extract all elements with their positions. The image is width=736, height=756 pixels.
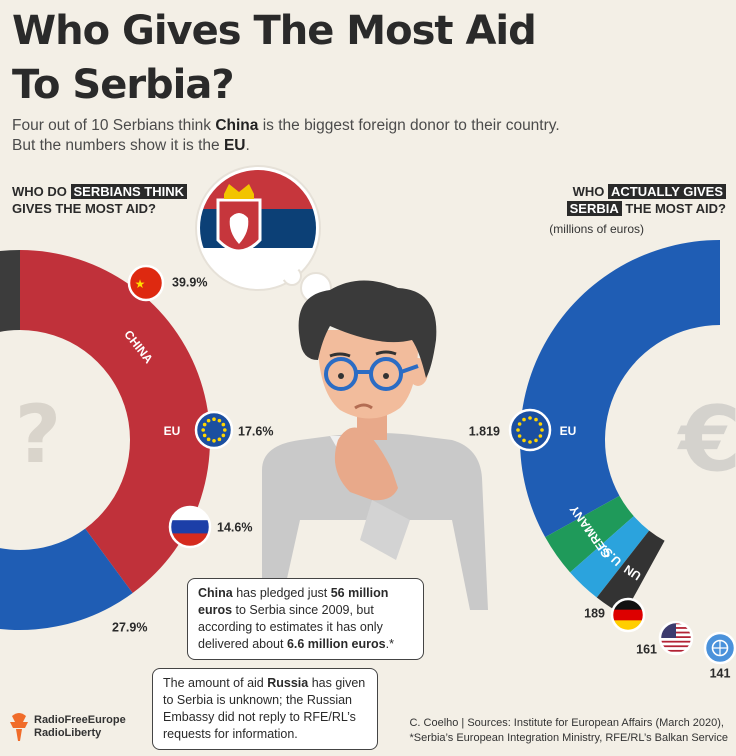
source-credit: C. Coelho | Sources: Institute for Europ… bbox=[409, 717, 728, 744]
china-flag-icon: ★ bbox=[127, 264, 165, 302]
un-logo-icon bbox=[703, 631, 736, 665]
slice-eu bbox=[0, 528, 133, 630]
thinking-man-illustration bbox=[262, 280, 488, 610]
right-donut: € bbox=[520, 240, 736, 616]
value-label-china: 39.9% bbox=[172, 275, 207, 289]
left-chart-heading: WHO DO SERBIANS THINK GIVES THE MOST AID… bbox=[12, 183, 188, 217]
rferl-logo: RadioFreeEurope RadioLiberty bbox=[8, 712, 126, 742]
slice-u-s bbox=[570, 516, 650, 598]
left-donut: ? bbox=[0, 250, 210, 630]
slice-china bbox=[20, 250, 210, 594]
slice-others bbox=[0, 250, 20, 332]
value-label-others: 27.9% bbox=[112, 620, 147, 634]
slice-eu bbox=[520, 240, 720, 538]
svg-text:★: ★ bbox=[135, 277, 146, 291]
right-chart-heading: WHO ACTUALLY GIVES SERBIA THE MOST AID? bbox=[566, 183, 726, 217]
torch-icon bbox=[10, 713, 28, 741]
eu-flag-icon-right bbox=[508, 408, 552, 452]
china-note: China has pledged just 56 million euros … bbox=[187, 578, 424, 660]
russia-flag-icon bbox=[168, 505, 212, 549]
slice-label-eu-right: EU bbox=[560, 424, 577, 438]
slice-germany bbox=[545, 495, 634, 573]
value-label-russia: 14.6% bbox=[217, 520, 252, 534]
eu-flag-icon-left bbox=[194, 410, 234, 450]
subtitle: Four out of 10 Serbians think China is t… bbox=[12, 117, 560, 154]
value-label-germany: 189 bbox=[584, 606, 605, 620]
value-label-us: 161 bbox=[636, 642, 657, 656]
russia-note: The amount of aid Russia has given to Se… bbox=[152, 668, 378, 750]
euro-symbol: € bbox=[677, 387, 736, 492]
germany-flag-icon bbox=[610, 597, 646, 633]
value-label-eu-left: 17.6% bbox=[238, 424, 273, 438]
us-flag-icon bbox=[658, 620, 694, 656]
value-label-un: 141 bbox=[710, 666, 731, 680]
units-note: (millions of euros) bbox=[549, 222, 644, 236]
slice-label-eu-left: EU bbox=[164, 424, 181, 438]
value-label-eu-right: 1.819 bbox=[469, 424, 500, 438]
page-title: Who Gives The Most Aid To Serbia? bbox=[12, 8, 537, 108]
question-mark: ? bbox=[15, 388, 61, 481]
slice-un bbox=[596, 530, 665, 616]
